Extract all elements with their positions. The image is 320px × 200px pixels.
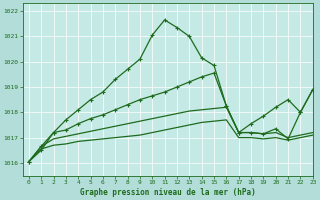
- X-axis label: Graphe pression niveau de la mer (hPa): Graphe pression niveau de la mer (hPa): [80, 188, 256, 197]
